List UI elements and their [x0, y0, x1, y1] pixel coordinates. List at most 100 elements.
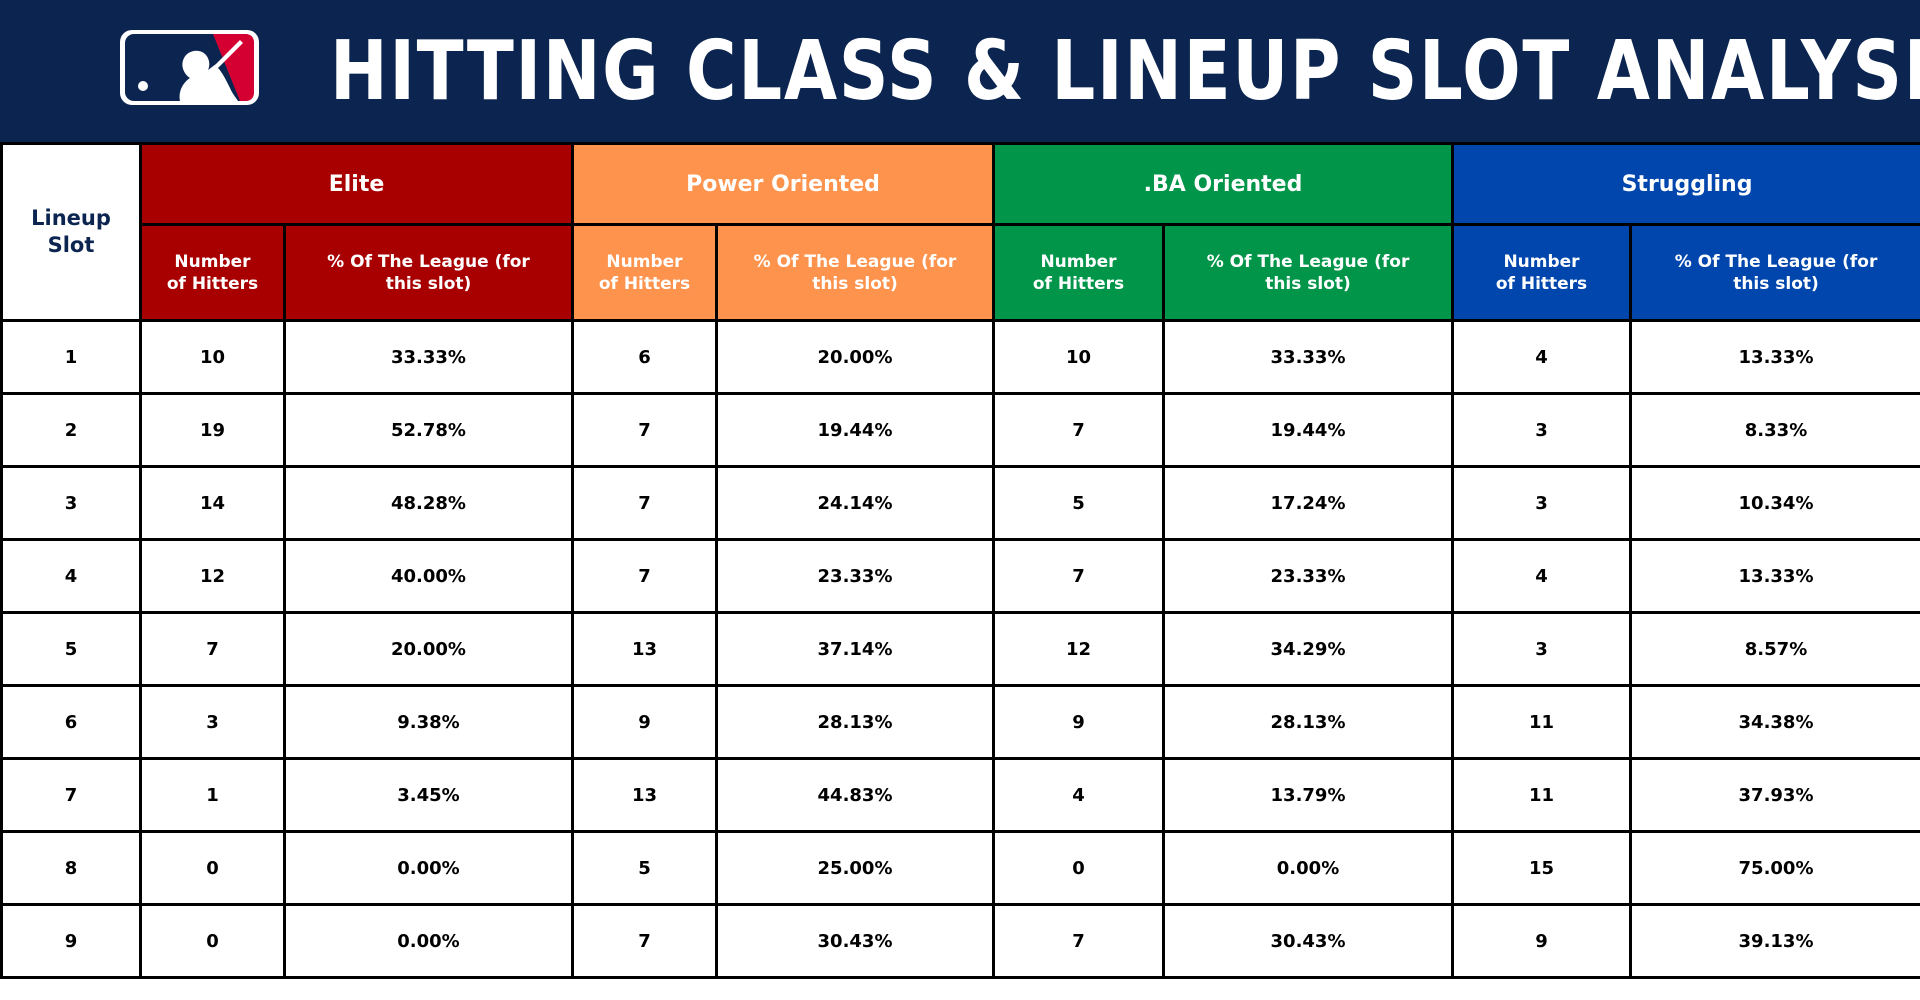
struggling-count-cell: 4	[1451, 538, 1633, 614]
power-count-cell: 13	[571, 757, 718, 833]
struggling-pct-cell: 8.33%	[1629, 392, 1920, 468]
lineup-slot-label: Lineup Slot	[31, 206, 111, 257]
group-header-ba-oriented: .BA Oriented	[992, 142, 1455, 226]
struggling-pct-cell: 10.34%	[1629, 465, 1920, 541]
power-pct-cell: 44.83%	[714, 757, 996, 833]
struggling-pct-cell: 8.57%	[1629, 611, 1920, 687]
power-count-cell: 13	[571, 611, 718, 687]
power-pct-cell: 23.33%	[714, 538, 996, 614]
struggling-pct-cell: 13.33%	[1629, 319, 1920, 395]
ba-count-cell: 7	[992, 903, 1166, 979]
ba-count-cell: 7	[992, 538, 1166, 614]
power-pct-cell: 24.14%	[714, 465, 996, 541]
elite-pct-cell: 0.00%	[283, 903, 574, 979]
sub-header-count: Number of Hitters	[571, 223, 718, 322]
ba-pct-cell: 19.44%	[1162, 392, 1455, 468]
lineup-slot-cell: 4	[0, 538, 142, 614]
sub-header-row: Number of Hitters % Of The League (for t…	[2, 223, 1920, 322]
elite-pct-cell: 3.45%	[283, 757, 574, 833]
elite-pct-cell: 20.00%	[283, 611, 574, 687]
ba-count-cell: 5	[992, 465, 1166, 541]
elite-pct-cell: 33.33%	[283, 319, 574, 395]
group-header-row: Lineup Slot Elite Power Oriented .BA Ori…	[0, 142, 1920, 322]
elite-count-cell: 1	[139, 757, 286, 833]
page-title: HITTING CLASS & LINEUP SLOT ANALYSIS	[330, 24, 1920, 119]
table-row: 7 1 3.45% 13 44.83% 4 13.79% 11 37.93%	[0, 757, 1920, 833]
ba-count-cell: 9	[992, 684, 1166, 760]
ba-pct-cell: 17.24%	[1162, 465, 1455, 541]
struggling-count-cell: 4	[1451, 319, 1633, 395]
struggling-pct-cell: 37.93%	[1629, 757, 1920, 833]
ba-count-cell: 0	[992, 830, 1166, 906]
sub-header-label: % Of The League (for this slot)	[1206, 251, 1410, 294]
power-pct-cell: 25.00%	[714, 830, 996, 906]
elite-count-cell: 0	[139, 903, 286, 979]
table-row: 6 3 9.38% 9 28.13% 9 28.13% 11 34.38%	[0, 684, 1920, 760]
lineup-slot-cell: 9	[0, 903, 142, 979]
elite-pct-cell: 9.38%	[283, 684, 574, 760]
struggling-count-cell: 11	[1451, 684, 1633, 760]
struggling-pct-cell: 75.00%	[1629, 830, 1920, 906]
ba-pct-cell: 34.29%	[1162, 611, 1455, 687]
power-count-cell: 7	[571, 465, 718, 541]
power-count-cell: 7	[571, 538, 718, 614]
power-pct-cell: 30.43%	[714, 903, 996, 979]
table-row: 4 12 40.00% 7 23.33% 7 23.33% 4 13.33%	[0, 538, 1920, 614]
mlb-batter-logo-icon	[120, 30, 259, 105]
elite-pct-cell: 40.00%	[283, 538, 574, 614]
power-count-cell: 7	[571, 392, 718, 468]
lineup-slot-cell: 5	[0, 611, 142, 687]
group-header-power-oriented: Power Oriented	[570, 142, 996, 226]
struggling-count-cell: 15	[1451, 830, 1633, 906]
elite-pct-cell: 48.28%	[283, 465, 574, 541]
elite-count-cell: 7	[139, 611, 286, 687]
power-pct-cell: 19.44%	[714, 392, 996, 468]
power-count-cell: 9	[571, 684, 718, 760]
sub-header-pct: % Of The League (for this slot)	[1629, 223, 1920, 322]
sub-header-label: Number of Hitters	[598, 251, 691, 294]
lineup-slot-cell: 1	[0, 319, 142, 395]
power-pct-cell: 37.14%	[714, 611, 996, 687]
power-pct-cell: 28.13%	[714, 684, 996, 760]
ba-count-cell: 10	[992, 319, 1166, 395]
elite-pct-cell: 52.78%	[283, 392, 574, 468]
lineup-slot-cell: 7	[0, 757, 142, 833]
struggling-count-cell: 9	[1451, 903, 1633, 979]
struggling-pct-cell: 13.33%	[1629, 538, 1920, 614]
group-header-struggling: Struggling	[1451, 142, 1920, 226]
lineup-slot-cell: 2	[0, 392, 142, 468]
ba-count-cell: 4	[992, 757, 1166, 833]
power-count-cell: 6	[571, 319, 718, 395]
ba-pct-cell: 28.13%	[1162, 684, 1455, 760]
power-count-cell: 7	[571, 903, 718, 979]
struggling-pct-cell: 39.13%	[1629, 903, 1920, 979]
sub-header-pct: % Of The League (for this slot)	[1162, 223, 1455, 322]
ba-pct-cell: 23.33%	[1162, 538, 1455, 614]
ba-count-cell: 12	[992, 611, 1166, 687]
ba-pct-cell: 33.33%	[1162, 319, 1455, 395]
table-row: 1 10 33.33% 6 20.00% 10 33.33% 4 13.33%	[0, 319, 1920, 395]
elite-pct-cell: 0.00%	[283, 830, 574, 906]
struggling-count-cell: 11	[1451, 757, 1633, 833]
group-header-elite: Elite	[139, 142, 574, 226]
struggling-pct-cell: 34.38%	[1629, 684, 1920, 760]
elite-count-cell: 14	[139, 465, 286, 541]
sub-header-label: Number of Hitters	[166, 251, 259, 294]
elite-count-cell: 12	[139, 538, 286, 614]
table-row: 5 7 20.00% 13 37.14% 12 34.29% 3 8.57%	[0, 611, 1920, 687]
power-count-cell: 5	[571, 830, 718, 906]
struggling-count-cell: 3	[1451, 611, 1633, 687]
ba-count-cell: 7	[992, 392, 1166, 468]
lineup-slot-cell: 8	[0, 830, 142, 906]
elite-count-cell: 10	[139, 319, 286, 395]
power-pct-cell: 20.00%	[714, 319, 996, 395]
lineup-analysis-table: Lineup Slot Elite Power Oriented .BA Ori…	[0, 142, 1920, 979]
sub-header-count: Number of Hitters	[992, 223, 1166, 322]
lineup-slot-cell: 6	[0, 684, 142, 760]
sub-header-pct: % Of The League (for this slot)	[283, 223, 574, 322]
table-row: 3 14 48.28% 7 24.14% 5 17.24% 3 10.34%	[0, 465, 1920, 541]
ba-pct-cell: 30.43%	[1162, 903, 1455, 979]
sub-header-count: Number of Hitters	[139, 223, 286, 322]
page-header: HITTING CLASS & LINEUP SLOT ANALYSIS	[0, 0, 1920, 144]
sub-header-label: % Of The League (for this slot)	[753, 251, 957, 294]
